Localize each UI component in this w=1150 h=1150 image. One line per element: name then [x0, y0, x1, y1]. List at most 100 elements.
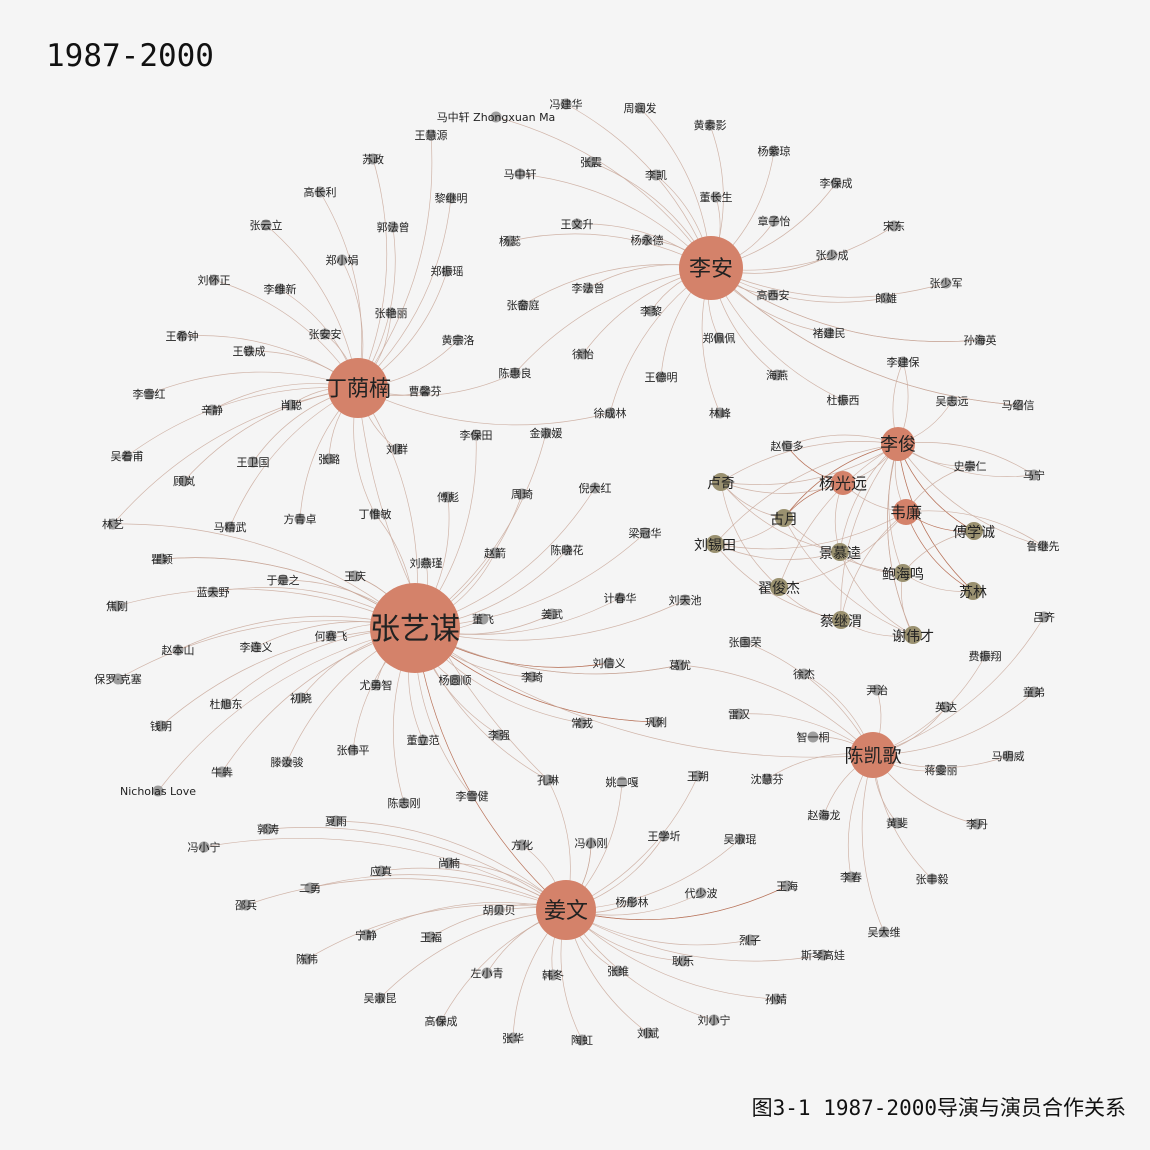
actor-node [490, 111, 502, 123]
actor-node [294, 513, 306, 525]
actor-node [374, 992, 386, 1004]
actor-node [325, 630, 337, 642]
actor-label: Nicholas Love [120, 785, 196, 798]
actor-label: 王学圻 [648, 829, 681, 843]
director-label: 姜文 [544, 899, 588, 924]
actor-node [301, 953, 313, 965]
actor-node [111, 600, 123, 612]
actor-label: 郑小娟 [326, 253, 359, 267]
actor-label: 孔琳 [537, 773, 559, 787]
actor-label: 李建保 [887, 355, 920, 369]
edge [710, 267, 947, 298]
actor-label: 史崇仁 [954, 460, 987, 473]
actor-node [198, 841, 210, 853]
actor-node [319, 328, 331, 340]
edge [840, 511, 907, 621]
actor-node [571, 218, 583, 230]
actor-label: 翟俊杰 [758, 581, 800, 597]
edge [565, 909, 824, 962]
actor-node [420, 557, 432, 569]
actor-node [888, 220, 900, 232]
actor-node [540, 427, 552, 439]
actor-node [336, 254, 348, 266]
actor-label: 应真 [370, 864, 392, 878]
actor-label: 王海 [776, 879, 798, 893]
actor-node [940, 701, 952, 713]
actor-label: 张璐 [318, 452, 340, 466]
actor-label: 张维 [607, 965, 629, 978]
actor-label: 高西安 [757, 288, 790, 302]
actor-label: 宋东 [883, 219, 905, 233]
actor-node [585, 837, 597, 849]
actor-label: 葛优 [669, 659, 691, 672]
actor-node [477, 613, 489, 625]
actor-node [761, 773, 773, 785]
actor-label: 赵箭 [484, 546, 506, 560]
actor-node [692, 770, 704, 782]
actor-node [425, 931, 437, 943]
actor-label: 胡贝贝 [483, 903, 516, 917]
actor-node [655, 371, 667, 383]
actor-node [639, 527, 651, 539]
actor-label: 景慕逵 [819, 546, 861, 562]
actor-node [517, 299, 529, 311]
actor-node [323, 453, 335, 465]
actor-node [935, 764, 947, 776]
actor-node [143, 388, 155, 400]
actor-label: 计春华 [604, 591, 637, 605]
actor-label: 牛犇 [211, 765, 233, 779]
actor-node [712, 473, 730, 491]
actor-label: 王慧源 [415, 128, 448, 142]
actor-node [260, 219, 272, 231]
actor-node [768, 215, 780, 227]
actor-node [831, 543, 849, 561]
director-node [881, 427, 915, 461]
actor-node [220, 698, 232, 710]
actor-node [349, 570, 361, 582]
actor-node [493, 729, 505, 741]
actor-node [155, 720, 167, 732]
actor-label: 冯建华 [550, 97, 583, 111]
actor-label: 姜武 [541, 607, 563, 621]
actor-node [677, 955, 689, 967]
edge [778, 443, 899, 588]
actor-node [285, 399, 297, 411]
actor-node [845, 871, 857, 883]
actor-label: 辛静 [201, 403, 223, 417]
actor-label: 曹馨芬 [409, 384, 442, 398]
actor-node [425, 129, 437, 141]
actor-label: 马中轩 Zhongxuan Ma [437, 110, 556, 124]
actor-label: 鲍海鸣 [882, 566, 924, 583]
edge [357, 134, 433, 389]
actor-node [121, 450, 133, 462]
actor-node [1038, 611, 1050, 623]
actor-node [650, 716, 662, 728]
director-node [831, 471, 855, 495]
actor-label: 徐杰 [793, 667, 815, 681]
actor-label: 张丰毅 [916, 872, 949, 886]
actor-node [612, 965, 624, 977]
actor-node [645, 305, 657, 317]
actor-node [904, 626, 922, 644]
actor-label: 刘群 [386, 442, 408, 456]
edge [565, 909, 777, 1000]
actor-label: 倪大红 [579, 481, 612, 495]
actor-node [710, 191, 722, 203]
actor-label: 吴大维 [868, 925, 901, 939]
actor-label: 刘锡田 [694, 538, 736, 554]
actor-label: 王希钟 [166, 329, 199, 343]
actor-label: 郭法曾 [377, 220, 410, 234]
edge [414, 627, 874, 758]
actor-node [734, 833, 746, 845]
actor-label: 冯小刚 [575, 837, 608, 850]
actor-label: 蓝天野 [197, 586, 230, 599]
actor-label: 古月 [770, 512, 798, 528]
actor-label: 张华 [502, 1031, 524, 1045]
actor-label: 张艳丽 [375, 306, 408, 320]
actor-label: 李春 [840, 870, 862, 884]
actor-label: 谢伟才 [892, 629, 934, 645]
actor-node [466, 790, 478, 802]
actor-label: 李强 [488, 728, 510, 742]
actor-node [156, 553, 168, 565]
edge [887, 443, 914, 636]
